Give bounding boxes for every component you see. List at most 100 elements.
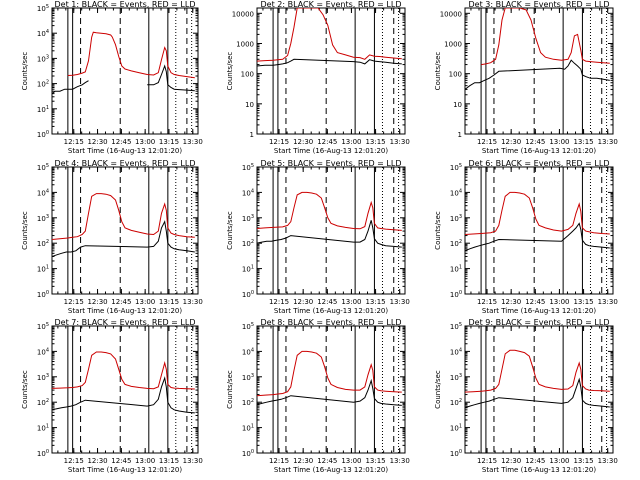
series-group — [52, 351, 195, 414]
y-tick-label: 102 — [37, 398, 49, 407]
x-tick-label: 12:45 — [317, 138, 337, 146]
series-group — [52, 193, 195, 257]
chart-panel-5: Det 5: BLACK = Events, RED = LLD 100 101 10… — [226, 159, 410, 315]
y-tick-label: 102 — [242, 239, 254, 248]
plot-frame — [464, 166, 614, 295]
series-line-events — [257, 378, 402, 406]
x-tick-label: 12:30 — [87, 138, 107, 146]
x-tick-label: 13:00 — [135, 457, 155, 465]
x-tick-label: 12:45 — [317, 298, 337, 306]
y-tick-label: 10000 — [440, 10, 462, 18]
x-tick-label: 12:15 — [269, 457, 289, 465]
x-tick-label: 13:00 — [549, 138, 569, 146]
x-tick-label: 12:30 — [293, 298, 313, 306]
series-line-lld — [465, 191, 610, 235]
y-axis-label: Counts/sec — [434, 370, 442, 409]
y-tick-label: 105 — [450, 163, 462, 172]
y-tick-label: 100 — [37, 290, 49, 299]
x-tick-label: 12:30 — [293, 457, 313, 465]
x-tick-label: 13:30 — [183, 298, 203, 306]
y-tick-label: 104 — [242, 347, 254, 356]
plot-frame — [51, 7, 199, 135]
x-tick-label: 13:30 — [183, 457, 203, 465]
x-tick-label: 12:30 — [501, 298, 521, 306]
series-line-lld — [67, 31, 195, 79]
x-tick-label: 13:30 — [390, 457, 410, 465]
x-tick-label: 12:30 — [293, 138, 313, 146]
y-tick-label: 105 — [37, 4, 49, 13]
y-tick-label: 101 — [37, 424, 49, 433]
y-tick-label: 101 — [242, 265, 254, 274]
y-tick-label: 100 — [449, 71, 462, 79]
x-tick-label: 13:00 — [341, 457, 361, 465]
x-tick-label: 12:15 — [477, 138, 497, 146]
y-tick-label: 100 — [242, 449, 254, 458]
chart-panel-9: Det 9: BLACK = Events, RED = LLD 100 101 10… — [434, 318, 618, 474]
x-axis-label: Start Time (16-Aug-13 12:01:20) — [274, 147, 388, 155]
series-group — [257, 8, 402, 67]
series-line-events — [52, 220, 195, 257]
x-tick-label: 13:15 — [159, 298, 179, 306]
x-tick-label: 12:45 — [525, 138, 545, 146]
y-tick-label: 1 — [250, 131, 254, 139]
chart-panel-4: Det 4: BLACK = Events, RED = LLD 100 101 10… — [21, 159, 203, 315]
x-tick-label: 13:00 — [549, 457, 569, 465]
series-line-lld — [257, 8, 402, 62]
y-tick-label: 103 — [37, 214, 49, 223]
x-axis-label: Start Time (16-Aug-13 12:01:20) — [482, 147, 596, 155]
y-tick-label: 104 — [450, 188, 462, 197]
x-tick-label: 12:15 — [64, 138, 84, 146]
x-tick-label: 13:00 — [135, 138, 155, 146]
y-tick-label: 102 — [450, 398, 462, 407]
chart-panel-6: Det 6: BLACK = Events, RED = LLD 100 101 10… — [434, 159, 618, 315]
x-tick-label: 13:15 — [573, 457, 593, 465]
y-tick-label: 103 — [450, 214, 462, 223]
x-tick-label: 12:30 — [87, 298, 107, 306]
y-tick-label: 101 — [37, 105, 49, 114]
y-tick-label: 1 — [458, 131, 462, 139]
chart-title: Det 1: BLACK = Events, RED = LLD — [55, 0, 196, 9]
chart-title: Det 2: BLACK = Events, RED = LLD — [261, 0, 402, 9]
x-tick-label: 12:45 — [111, 298, 131, 306]
series-line-lld — [257, 191, 402, 231]
series-line-events — [465, 377, 610, 409]
x-tick-label: 12:15 — [269, 138, 289, 146]
series-group — [52, 31, 195, 94]
x-tick-label: 12:45 — [525, 457, 545, 465]
x-axis-label: Start Time (16-Aug-13 12:01:20) — [68, 147, 182, 155]
x-tick-label: 13:15 — [573, 298, 593, 306]
y-tick-label: 105 — [242, 163, 254, 172]
x-tick-label: 12:45 — [111, 138, 131, 146]
y-tick-label: 103 — [450, 373, 462, 382]
series-line-events — [465, 59, 610, 90]
chart-panel-3: Det 3: BLACK = Events, RED = LLD 1 10 100 10… — [434, 0, 618, 155]
y-tick-label: 100 — [242, 290, 254, 299]
x-tick-label: 12:30 — [501, 138, 521, 146]
plot-frame — [51, 325, 199, 454]
chart-panel-2: Det 2: BLACK = Events, RED = LLD 1 10 100 10… — [226, 0, 410, 155]
y-tick-label: 100 — [450, 449, 462, 458]
x-tick-label: 13:00 — [341, 298, 361, 306]
x-tick-label: 13:30 — [598, 298, 618, 306]
y-axis-label: Counts/sec — [226, 52, 234, 91]
plot-frame — [51, 166, 199, 295]
series-line-events — [465, 222, 610, 252]
series-line-events — [257, 220, 402, 248]
y-axis-label: Counts/sec — [434, 211, 442, 250]
y-tick-label: 103 — [242, 214, 254, 223]
series-line-events — [257, 58, 402, 67]
y-axis-label: Counts/sec — [21, 211, 29, 250]
chart-panel-8: Det 8: BLACK = Events, RED = LLD 100 101 10… — [226, 318, 410, 474]
y-tick-label: 105 — [37, 322, 49, 331]
y-tick-label: 105 — [37, 163, 49, 172]
y-axis-label: Counts/sec — [21, 52, 29, 91]
x-tick-label: 13:15 — [365, 138, 385, 146]
x-tick-label: 12:30 — [501, 457, 521, 465]
plot-frame — [464, 7, 614, 135]
chart-title: Det 6: BLACK = Events, RED = LLD — [469, 159, 610, 168]
y-tick-label: 100 — [450, 290, 462, 299]
x-tick-label: 13:00 — [341, 138, 361, 146]
y-tick-label: 101 — [242, 424, 254, 433]
x-tick-label: 12:45 — [317, 457, 337, 465]
y-axis-label: Counts/sec — [226, 370, 234, 409]
